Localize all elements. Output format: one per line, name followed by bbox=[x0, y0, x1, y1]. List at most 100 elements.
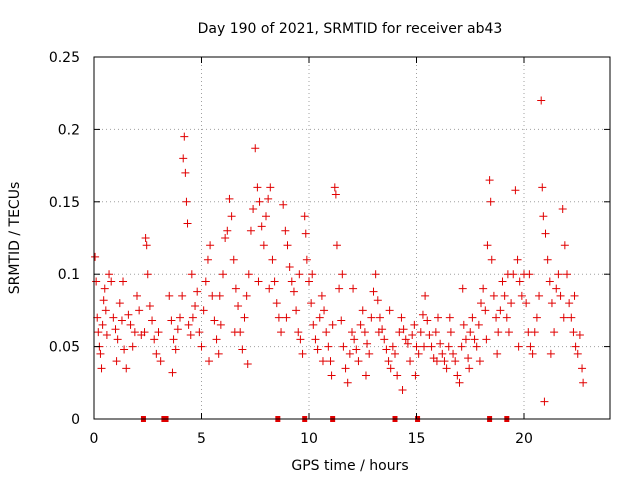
data-point bbox=[540, 397, 549, 406]
data-point bbox=[100, 284, 109, 293]
data-point bbox=[262, 212, 270, 221]
data-point bbox=[287, 277, 296, 286]
data-point bbox=[298, 349, 307, 358]
data-point bbox=[528, 349, 537, 358]
data-point bbox=[431, 328, 440, 337]
data-point bbox=[440, 357, 449, 366]
data-point bbox=[140, 328, 149, 337]
data-point bbox=[406, 357, 415, 366]
data-point bbox=[554, 270, 563, 279]
data-point bbox=[349, 284, 358, 293]
data-point bbox=[96, 349, 105, 358]
data-point bbox=[171, 345, 180, 354]
data-point bbox=[326, 357, 335, 366]
data-point bbox=[567, 313, 576, 322]
data-point bbox=[309, 320, 318, 329]
data-point bbox=[178, 291, 187, 300]
data-point bbox=[119, 277, 128, 286]
data-point bbox=[242, 291, 251, 300]
data-point bbox=[156, 357, 165, 366]
data-point bbox=[272, 299, 281, 308]
data-point bbox=[412, 342, 421, 351]
data-point bbox=[128, 342, 137, 351]
data-point bbox=[142, 241, 151, 250]
data-point bbox=[502, 313, 511, 322]
data-point bbox=[367, 313, 376, 322]
data-point bbox=[418, 310, 427, 319]
chart-title: Day 190 of 2021, SRMTID for receiver ab4… bbox=[198, 21, 503, 37]
data-point bbox=[176, 313, 184, 322]
data-point bbox=[165, 291, 174, 300]
data-point bbox=[307, 299, 316, 308]
data-point bbox=[371, 270, 380, 279]
data-point bbox=[212, 335, 221, 344]
data-point bbox=[282, 313, 291, 322]
data-point bbox=[543, 255, 552, 264]
data-point bbox=[308, 270, 317, 279]
data-point bbox=[397, 313, 406, 322]
data-point bbox=[391, 349, 399, 358]
data-point bbox=[215, 291, 224, 300]
data-point bbox=[517, 291, 526, 300]
data-point bbox=[538, 183, 547, 192]
data-point bbox=[327, 371, 336, 380]
data-point bbox=[472, 342, 481, 351]
data-point bbox=[385, 306, 394, 315]
data-point bbox=[169, 335, 178, 344]
data-point bbox=[445, 313, 454, 322]
data-point bbox=[253, 183, 262, 192]
data-point bbox=[244, 270, 253, 279]
x-ticks: 0 5 10 15 20 bbox=[90, 57, 533, 447]
data-point bbox=[251, 144, 260, 153]
data-point bbox=[279, 200, 288, 209]
x-tick-label: 5 bbox=[197, 431, 206, 447]
data-point bbox=[361, 371, 370, 380]
data-point bbox=[112, 357, 121, 366]
data-point bbox=[113, 335, 122, 344]
data-point bbox=[432, 357, 441, 366]
data-point bbox=[398, 386, 407, 395]
data-point bbox=[514, 342, 523, 351]
data-point bbox=[294, 328, 303, 337]
data-point bbox=[102, 331, 111, 340]
y-tick-label: 0.2 bbox=[58, 122, 80, 138]
data-point bbox=[380, 335, 389, 344]
data-point bbox=[150, 335, 159, 344]
data-point bbox=[301, 229, 310, 238]
data-point bbox=[289, 287, 298, 296]
data-point bbox=[513, 255, 522, 264]
data-point bbox=[410, 320, 419, 329]
data-point bbox=[283, 241, 292, 250]
data-point bbox=[324, 342, 333, 351]
data-point bbox=[393, 371, 402, 380]
data-point bbox=[569, 328, 578, 337]
data-point bbox=[348, 328, 356, 337]
data-point bbox=[268, 255, 277, 264]
data-point bbox=[411, 371, 420, 380]
data-point bbox=[332, 241, 341, 250]
data-point bbox=[328, 320, 337, 329]
data-point bbox=[143, 270, 152, 279]
data-point bbox=[401, 335, 410, 344]
data-point bbox=[135, 306, 144, 315]
data-point bbox=[487, 255, 496, 264]
data-point bbox=[466, 328, 475, 337]
data-point bbox=[240, 313, 249, 322]
data-point bbox=[515, 277, 524, 286]
data-point bbox=[148, 316, 157, 325]
data-point bbox=[296, 335, 305, 344]
data-point bbox=[126, 320, 135, 329]
data-point bbox=[180, 132, 189, 141]
data-point bbox=[295, 270, 304, 279]
data-point bbox=[300, 212, 309, 221]
data-point bbox=[546, 349, 555, 358]
data-point bbox=[363, 339, 372, 348]
data-point bbox=[320, 306, 329, 315]
x-axis-label: GPS time / hours bbox=[291, 458, 408, 474]
data-point bbox=[482, 335, 491, 344]
data-point bbox=[335, 284, 344, 293]
data-point bbox=[414, 349, 423, 358]
data-point bbox=[187, 270, 196, 279]
data-point bbox=[571, 342, 580, 351]
data-point bbox=[560, 241, 569, 250]
